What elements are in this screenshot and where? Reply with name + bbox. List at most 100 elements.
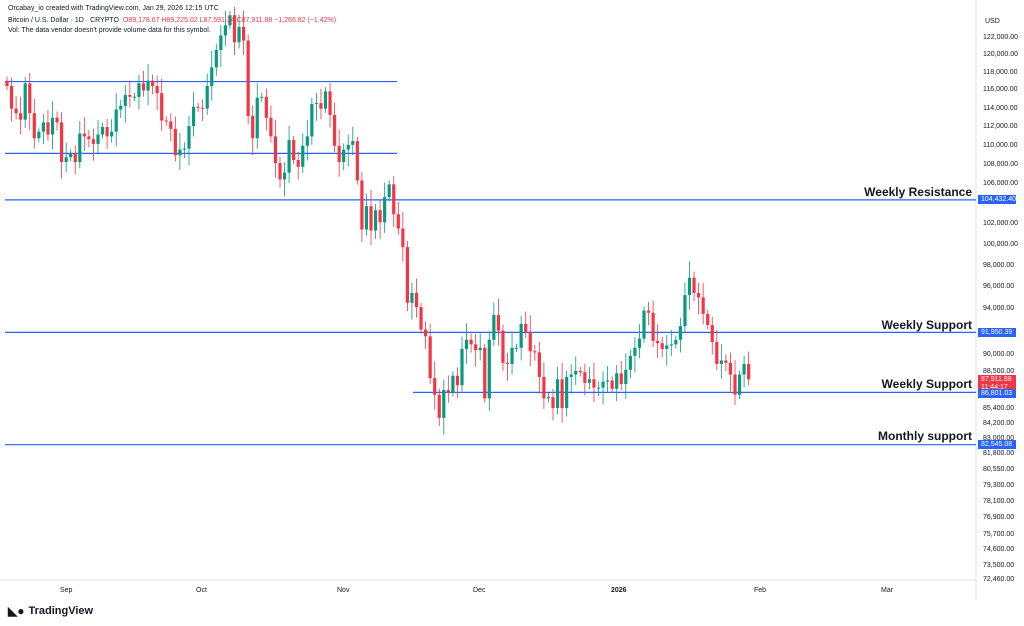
candle <box>337 129 341 177</box>
candle-body <box>515 347 519 349</box>
candle <box>583 363 587 396</box>
candle-body <box>5 80 9 87</box>
candle <box>269 105 273 143</box>
candle <box>333 102 337 153</box>
candle <box>210 50 214 101</box>
candle-body <box>64 157 68 162</box>
candle-body <box>592 379 596 388</box>
candle <box>692 271 696 302</box>
candle <box>515 343 519 352</box>
candle <box>137 75 141 110</box>
candle <box>637 324 642 359</box>
candle <box>455 367 460 398</box>
candle-body <box>173 128 177 156</box>
candle <box>187 115 191 166</box>
candle <box>697 282 701 315</box>
candle <box>50 101 55 150</box>
candle-body <box>196 106 200 108</box>
candle <box>246 34 250 125</box>
candle-body <box>151 80 155 87</box>
candle-body <box>355 141 359 181</box>
candle-body <box>292 140 296 161</box>
candle <box>242 10 246 56</box>
candle <box>255 83 259 149</box>
candle <box>105 118 109 149</box>
candle <box>565 370 569 417</box>
candle <box>719 343 723 379</box>
candle <box>555 366 560 415</box>
candle <box>610 376 614 393</box>
candle <box>123 84 127 123</box>
candle <box>164 116 168 126</box>
candle <box>464 323 469 364</box>
candle <box>355 136 359 185</box>
candle <box>474 333 478 367</box>
candle <box>205 73 209 115</box>
candle-body <box>246 40 250 116</box>
candle-body <box>251 115 255 139</box>
candle-body <box>383 197 387 223</box>
candle <box>469 333 473 353</box>
candle-body <box>674 339 678 345</box>
candle <box>301 133 305 174</box>
candle-body <box>683 295 687 327</box>
candle-body <box>328 91 332 116</box>
candle <box>196 102 200 112</box>
candle <box>9 77 14 122</box>
candle-body <box>210 67 214 87</box>
candle <box>546 393 551 403</box>
candle <box>633 337 637 373</box>
candle-body <box>533 351 537 353</box>
bar-countdown: 11:44:17 <box>981 384 1008 391</box>
candle-body <box>214 50 218 68</box>
candle <box>201 99 205 122</box>
candle <box>496 298 500 346</box>
candle-body <box>146 80 150 91</box>
candle-body <box>474 344 478 351</box>
candle <box>182 142 187 158</box>
candle <box>91 128 96 161</box>
candle <box>173 116 177 162</box>
candle-body <box>82 133 86 137</box>
candle-body <box>442 389 446 418</box>
candle <box>346 134 350 167</box>
candle-body <box>578 371 582 373</box>
candle-body <box>260 96 264 98</box>
candle-body <box>665 345 669 349</box>
candle-body <box>55 117 59 123</box>
currency-label[interactable]: USD <box>985 18 1000 25</box>
last-price: 87,911.88 <box>981 376 1012 383</box>
candle <box>251 105 255 156</box>
candle-body <box>574 371 578 375</box>
symbol-name[interactable]: Bitcoin / U.S. Dollar · 1D · CRYPTO <box>8 17 119 24</box>
candle-body <box>715 342 719 364</box>
candle-body <box>446 389 450 393</box>
candle <box>69 149 73 162</box>
volume-note: Vol: The data vendor doesn't provide vol… <box>8 27 211 34</box>
candle <box>160 78 164 132</box>
candle-body <box>583 372 587 383</box>
candle <box>551 388 555 421</box>
candle <box>228 11 232 30</box>
candle-body <box>87 136 91 140</box>
candle-body <box>733 374 737 395</box>
candle-body <box>469 339 473 345</box>
candle <box>323 87 328 113</box>
candle-body <box>651 312 655 341</box>
candle <box>373 203 378 239</box>
tradingview-logo[interactable]: ◣● TradingView <box>8 604 93 618</box>
candle <box>665 335 669 366</box>
tradingview-logo-icon: ◣● <box>8 604 25 618</box>
candle <box>451 371 455 397</box>
candle <box>687 261 692 310</box>
candle <box>378 199 382 240</box>
symbol-legend: Bitcoin / U.S. Dollar · 1D · CRYPTO O89,… <box>8 16 336 36</box>
candle <box>369 189 373 246</box>
candle <box>73 145 77 175</box>
candle-body <box>319 103 323 109</box>
candle-body <box>396 214 400 229</box>
candle-body <box>105 127 109 137</box>
candle-body <box>369 206 373 231</box>
candle-body <box>100 127 105 135</box>
